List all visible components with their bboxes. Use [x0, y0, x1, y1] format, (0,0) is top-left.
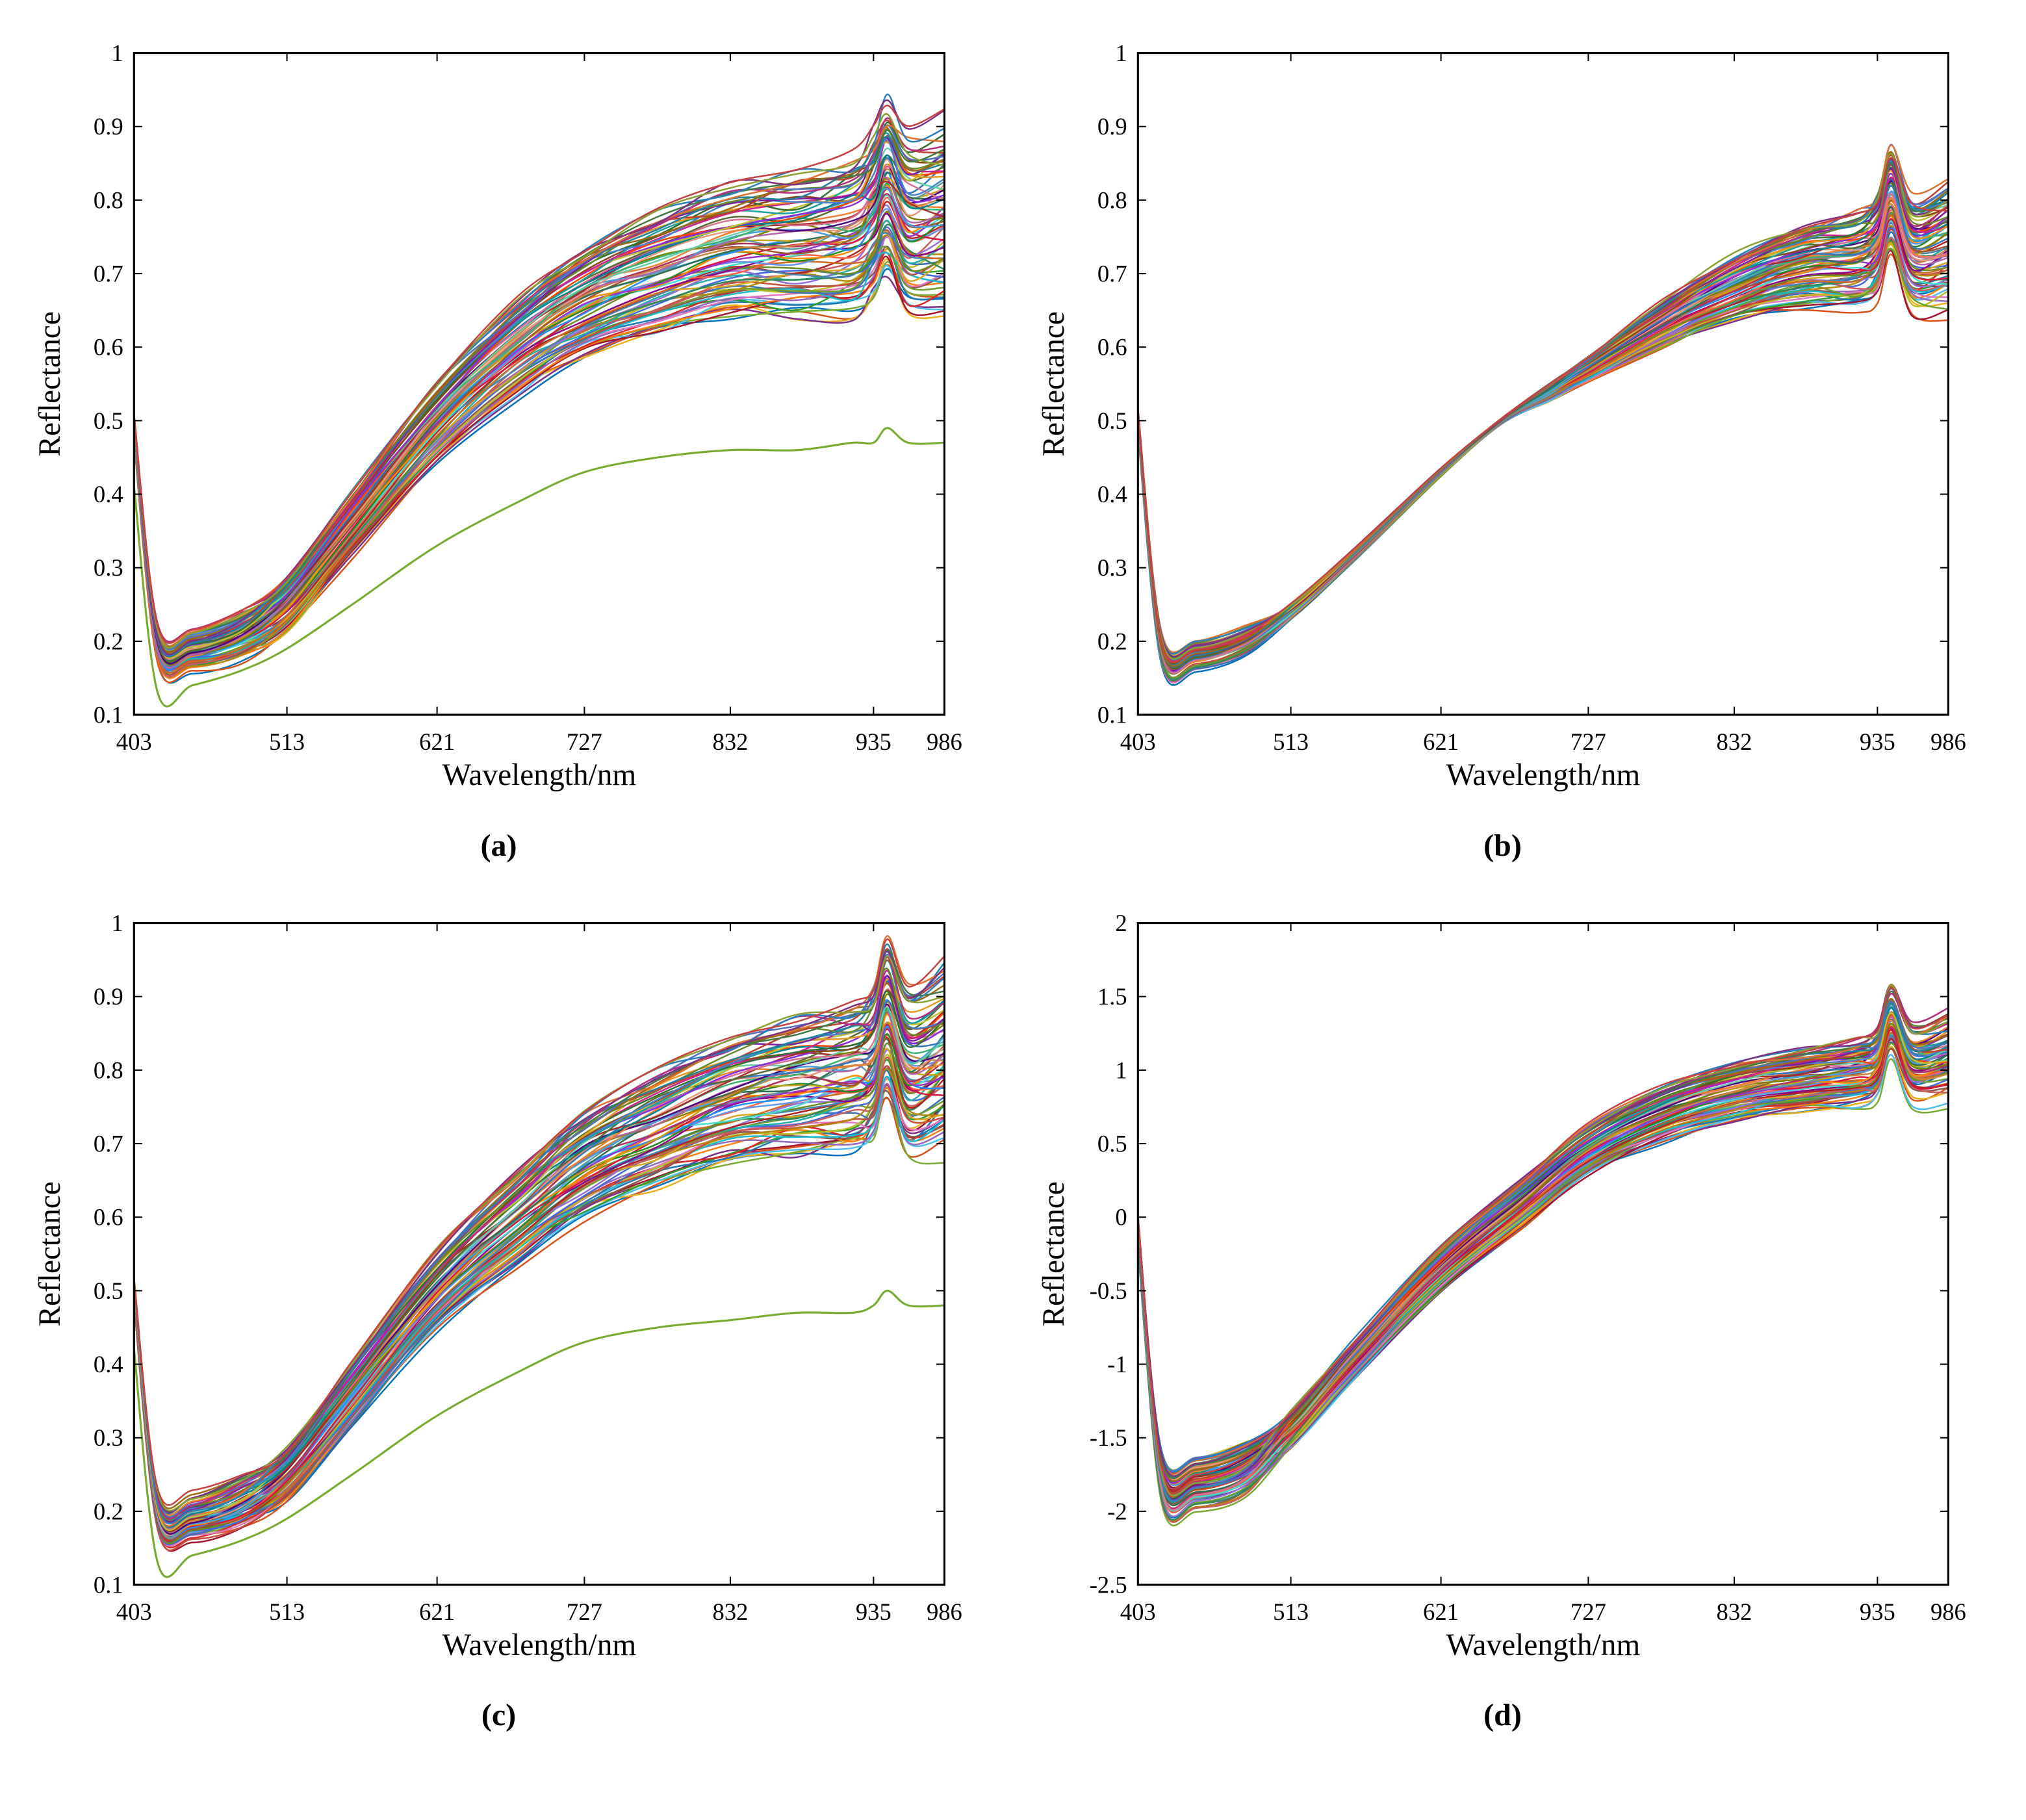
panel-c: 403 513 621 727 832 935 986 0.1 0.2 0.3 0.4 0.5 0.6 0…: [26, 896, 971, 1734]
caption-a: (a): [481, 828, 517, 864]
svg-text:0.6: 0.6: [94, 334, 123, 361]
svg-text:0.9: 0.9: [94, 113, 123, 140]
svg-text:1: 1: [111, 910, 123, 936]
svg-text:727: 727: [567, 1598, 602, 1625]
plot-d-wrap: 403 513 621 727 832 935 986 -2.5 -2 -1.5 -1 -0.5 0 0.…: [1030, 896, 1975, 1680]
caption-b: (b): [1483, 828, 1522, 864]
svg-text:621: 621: [1423, 728, 1459, 755]
svg-text:935: 935: [856, 728, 891, 755]
svg-text:1: 1: [1115, 1057, 1127, 1083]
panel-d: 403 513 621 727 832 935 986 -2.5 -2 -1.5 -1 -0.5 0 0.…: [1030, 896, 1975, 1734]
plot-d: 403 513 621 727 832 935 986 -2.5 -2 -1.5 -1 -0.5 0 0.…: [1030, 896, 1975, 1680]
svg-text:0.3: 0.3: [1097, 554, 1127, 581]
svg-text:1: 1: [111, 40, 123, 66]
svg-text:Reflectance: Reflectance: [1037, 311, 1071, 457]
svg-text:0.4: 0.4: [94, 1351, 123, 1378]
svg-text:935: 935: [1860, 1598, 1895, 1625]
svg-text:Wavelength/nm: Wavelength/nm: [1446, 758, 1640, 792]
svg-text:0.8: 0.8: [94, 1057, 123, 1083]
svg-text:-1.5: -1.5: [1090, 1424, 1127, 1451]
plot-a-wrap: 403 513 621 727 832 935 986 0.1 0.2 0.3 0.4 0.5 0.6 0…: [26, 26, 971, 810]
svg-text:832: 832: [1717, 728, 1752, 755]
caption-d: (d): [1483, 1697, 1522, 1733]
svg-text:935: 935: [856, 1598, 891, 1625]
svg-text:0.1: 0.1: [1097, 702, 1127, 728]
svg-text:1: 1: [1115, 40, 1127, 66]
svg-text:832: 832: [713, 1598, 749, 1625]
plot-b-wrap: 403 513 621 727 832 935 986 0.1 0.2 0.3 0.4 0.5 0.6 0…: [1030, 26, 1975, 810]
svg-text:0.4: 0.4: [1097, 481, 1127, 507]
svg-text:0.5: 0.5: [94, 407, 123, 434]
svg-text:0.2: 0.2: [94, 628, 123, 654]
svg-text:513: 513: [1273, 1598, 1309, 1625]
svg-text:-0.5: -0.5: [1090, 1277, 1127, 1303]
svg-text:986: 986: [927, 728, 962, 755]
plot-c-wrap: 403 513 621 727 832 935 986 0.1 0.2 0.3 0.4 0.5 0.6 0…: [26, 896, 971, 1680]
svg-text:0.5: 0.5: [1097, 407, 1127, 434]
svg-text:0.2: 0.2: [94, 1498, 123, 1524]
svg-text:0.7: 0.7: [1097, 261, 1127, 287]
svg-text:0.6: 0.6: [94, 1203, 123, 1230]
svg-text:1.5: 1.5: [1097, 983, 1127, 1010]
svg-text:0.2: 0.2: [1097, 628, 1127, 654]
svg-text:0.5: 0.5: [1097, 1130, 1127, 1157]
svg-text:986: 986: [1930, 728, 1966, 755]
svg-text:0.1: 0.1: [94, 1571, 123, 1598]
svg-text:832: 832: [713, 728, 749, 755]
svg-text:986: 986: [927, 1598, 962, 1625]
svg-text:403: 403: [116, 1598, 152, 1625]
svg-text:403: 403: [1120, 1598, 1156, 1625]
svg-text:Wavelength/nm: Wavelength/nm: [442, 1628, 636, 1662]
plot-c: 403 513 621 727 832 935 986 0.1 0.2 0.3 0.4 0.5 0.6 0…: [26, 896, 971, 1680]
svg-text:Reflectance: Reflectance: [33, 1181, 67, 1327]
svg-text:0.9: 0.9: [1097, 113, 1127, 140]
svg-text:513: 513: [269, 728, 305, 755]
svg-text:0: 0: [1115, 1203, 1127, 1230]
svg-text:0.4: 0.4: [94, 481, 123, 507]
caption-c: (c): [481, 1697, 516, 1733]
svg-text:Wavelength/nm: Wavelength/nm: [1446, 1628, 1640, 1662]
svg-text:513: 513: [269, 1598, 305, 1625]
plot-b: 403 513 621 727 832 935 986 0.1 0.2 0.3 0.4 0.5 0.6 0…: [1030, 26, 1975, 810]
svg-text:0.5: 0.5: [94, 1277, 123, 1303]
svg-text:2: 2: [1115, 910, 1127, 936]
svg-text:986: 986: [1930, 1598, 1966, 1625]
svg-text:Reflectance: Reflectance: [33, 311, 67, 457]
svg-text:727: 727: [1571, 728, 1606, 755]
svg-text:0.7: 0.7: [94, 1130, 123, 1157]
panel-b: 403 513 621 727 832 935 986 0.1 0.2 0.3 0.4 0.5 0.6 0…: [1030, 26, 1975, 864]
svg-text:0.8: 0.8: [1097, 186, 1127, 213]
svg-text:0.8: 0.8: [94, 186, 123, 213]
svg-text:Wavelength/nm: Wavelength/nm: [442, 758, 636, 792]
svg-text:403: 403: [116, 728, 152, 755]
svg-text:621: 621: [419, 728, 455, 755]
plot-a: 403 513 621 727 832 935 986 0.1 0.2 0.3 0.4 0.5 0.6 0…: [26, 26, 971, 810]
svg-text:-1: -1: [1107, 1351, 1127, 1378]
svg-text:621: 621: [419, 1598, 455, 1625]
svg-text:-2.5: -2.5: [1090, 1571, 1127, 1598]
svg-text:935: 935: [1860, 728, 1895, 755]
svg-text:0.3: 0.3: [94, 1424, 123, 1451]
svg-text:-2: -2: [1107, 1498, 1127, 1524]
svg-text:0.1: 0.1: [94, 702, 123, 728]
svg-text:727: 727: [567, 728, 602, 755]
svg-text:621: 621: [1423, 1598, 1459, 1625]
figure-grid: 403 513 621 727 832 935 986 0.1 0.2 0.3 0.4 0.5 0.6 0…: [26, 26, 1975, 1733]
svg-text:727: 727: [1571, 1598, 1606, 1625]
svg-text:0.9: 0.9: [94, 983, 123, 1010]
panel-a: 403 513 621 727 832 935 986 0.1 0.2 0.3 0.4 0.5 0.6 0…: [26, 26, 971, 864]
svg-text:0.6: 0.6: [1097, 334, 1127, 361]
svg-text:Reflectance: Reflectance: [1037, 1181, 1071, 1327]
svg-text:832: 832: [1717, 1598, 1752, 1625]
svg-text:513: 513: [1273, 728, 1309, 755]
svg-text:0.7: 0.7: [94, 261, 123, 287]
svg-text:0.3: 0.3: [94, 554, 123, 581]
svg-text:403: 403: [1120, 728, 1156, 755]
